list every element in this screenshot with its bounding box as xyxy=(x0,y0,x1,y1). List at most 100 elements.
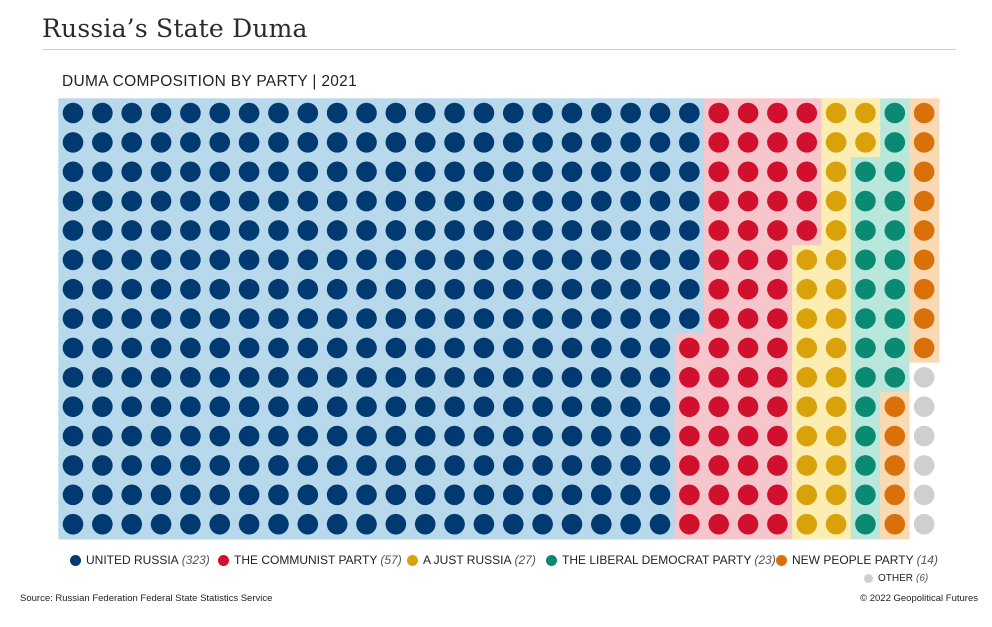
seat-dot-united-russia xyxy=(473,161,495,183)
seat-dot-united-russia xyxy=(268,396,289,418)
seat-dot-united-russia xyxy=(385,132,407,153)
seat-dot-united-russia xyxy=(356,220,377,241)
seat-dot-a-just-russia xyxy=(825,220,847,241)
seat-dot-united-russia xyxy=(238,455,260,476)
seat-dot-united-russia xyxy=(532,425,553,447)
seat-dot-the-communist-party xyxy=(737,425,759,447)
seat-dot-united-russia xyxy=(591,161,612,183)
seat-dot-united-russia xyxy=(297,396,319,418)
seat-dot-a-just-russia xyxy=(825,102,847,124)
seat-dot-a-just-russia xyxy=(855,132,876,153)
seat-dot-a-just-russia xyxy=(796,278,818,300)
seat-dot-united-russia xyxy=(297,249,319,271)
seat-dot-the-communist-party xyxy=(679,455,700,476)
seat-dot-united-russia xyxy=(297,161,319,183)
seat-dot-other xyxy=(913,425,935,447)
seat-dot-a-just-russia xyxy=(796,455,818,476)
seat-dot-a-just-russia xyxy=(825,249,847,271)
seat-dot-the-communist-party xyxy=(737,484,759,506)
seat-dot-other xyxy=(913,396,935,418)
seat-dot-united-russia xyxy=(92,278,113,300)
seat-dot-united-russia xyxy=(121,102,142,124)
source-note: Source: Russian Federation Federal State… xyxy=(20,593,273,604)
seat-dot-united-russia xyxy=(473,396,495,418)
legend-label: UNITED RUSSIA xyxy=(86,553,179,567)
seat-dot-the-communist-party xyxy=(767,278,788,300)
legend-item-a-just-russia: A JUST RUSSIA (27) xyxy=(407,553,536,567)
seat-dot-united-russia xyxy=(268,102,289,124)
seat-dot-other xyxy=(913,455,935,476)
seat-dot-united-russia xyxy=(679,249,700,271)
seat-dot-the-communist-party xyxy=(708,425,729,447)
seat-dot-united-russia xyxy=(297,220,319,241)
seat-dot-united-russia xyxy=(502,513,524,535)
seat-dot-united-russia xyxy=(209,102,231,124)
waffle-dots xyxy=(62,102,935,535)
seat-dot-the-communist-party xyxy=(708,396,729,418)
seat-dot-united-russia xyxy=(561,484,583,506)
seat-dot-united-russia xyxy=(209,249,231,271)
seat-dot-united-russia xyxy=(414,278,436,300)
seat-dot-united-russia xyxy=(180,455,201,476)
seat-dot-united-russia xyxy=(209,513,231,535)
seat-dot-united-russia xyxy=(62,337,84,359)
legend-count: (23) xyxy=(754,553,776,567)
seat-dot-united-russia xyxy=(532,367,553,388)
seat-dot-the-liberal-democrat-party xyxy=(884,308,906,329)
seat-dot-the-communist-party xyxy=(737,102,759,124)
seat-dot-united-russia xyxy=(444,396,465,418)
seat-dot-united-russia xyxy=(180,308,201,329)
seat-dot-the-communist-party xyxy=(737,161,759,183)
copyright-note: © 2022 Geopolitical Futures xyxy=(860,593,978,604)
seat-dot-united-russia xyxy=(326,102,348,124)
seat-dot-united-russia xyxy=(532,484,553,506)
seat-dot-a-just-russia xyxy=(796,425,818,447)
seat-dot-united-russia xyxy=(92,308,113,329)
seat-dot-united-russia xyxy=(444,337,465,359)
seat-dot-united-russia xyxy=(385,102,407,124)
seat-dot-united-russia xyxy=(561,337,583,359)
seat-dot-united-russia xyxy=(532,455,553,476)
seat-dot-united-russia xyxy=(356,190,377,212)
seat-dot-the-liberal-democrat-party xyxy=(855,220,876,241)
seat-dot-united-russia xyxy=(92,425,113,447)
seat-dot-united-russia xyxy=(649,132,671,153)
seat-dot-the-liberal-democrat-party xyxy=(884,132,906,153)
seat-dot-united-russia xyxy=(473,102,495,124)
seat-dot-united-russia xyxy=(649,161,671,183)
seat-dot-united-russia xyxy=(591,337,612,359)
seat-dot-united-russia xyxy=(297,102,319,124)
seat-dot-other xyxy=(913,513,935,535)
seat-dot-united-russia xyxy=(620,249,641,271)
seat-dot-new-people-party xyxy=(913,161,935,183)
seat-dot-united-russia xyxy=(326,190,348,212)
seat-dot-united-russia xyxy=(679,161,700,183)
seat-dot-united-russia xyxy=(385,220,407,241)
seat-dot-united-russia xyxy=(532,161,553,183)
seat-dot-the-communist-party xyxy=(708,367,729,388)
seat-dot-united-russia xyxy=(385,396,407,418)
seat-dot-united-russia xyxy=(62,367,84,388)
seat-dot-united-russia xyxy=(532,278,553,300)
seat-dot-united-russia xyxy=(150,190,172,212)
seat-dot-united-russia xyxy=(92,396,113,418)
seat-dot-united-russia xyxy=(238,425,260,447)
seat-dot-united-russia xyxy=(473,425,495,447)
seat-dot-the-communist-party xyxy=(737,396,759,418)
seat-dot-united-russia xyxy=(561,278,583,300)
seat-dot-united-russia xyxy=(591,132,612,153)
seat-dot-a-just-russia xyxy=(796,396,818,418)
seat-dot-united-russia xyxy=(649,249,671,271)
seat-dot-united-russia xyxy=(444,513,465,535)
seat-dot-united-russia xyxy=(414,367,436,388)
seat-dot-united-russia xyxy=(62,102,84,124)
seat-dot-united-russia xyxy=(502,249,524,271)
seat-dot-the-liberal-democrat-party xyxy=(855,249,876,271)
seat-dot-united-russia xyxy=(92,132,113,153)
seat-dot-united-russia xyxy=(121,513,142,535)
seat-dot-united-russia xyxy=(180,513,201,535)
seat-dot-united-russia xyxy=(561,132,583,153)
seat-dot-united-russia xyxy=(502,102,524,124)
seat-dot-united-russia xyxy=(62,396,84,418)
seat-dot-united-russia xyxy=(561,102,583,124)
